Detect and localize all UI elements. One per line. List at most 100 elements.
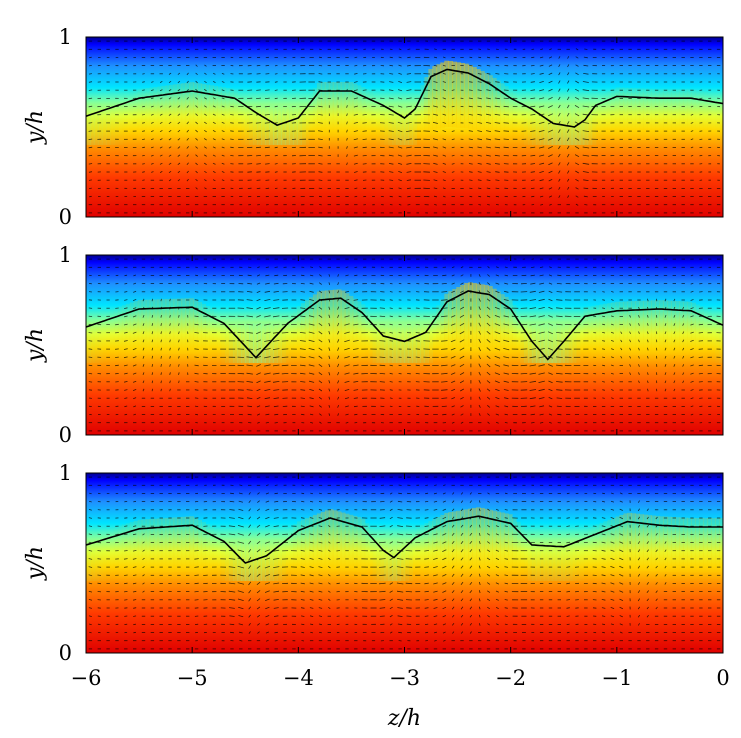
quiver-arrow [238,606,244,610]
heat-col [599,522,605,575]
quiver-arrow [548,170,553,174]
quiver-arrow [389,397,393,399]
quiver-arrow [248,573,252,578]
heat-col [607,90,613,141]
quiver-arrow [88,607,93,609]
quiver-arrow [159,113,163,116]
quiver-arrow [539,187,544,190]
quiver-arrow [548,56,553,59]
quiver-arrow [486,146,491,149]
heat-col [177,298,183,354]
quiver-arrow [433,81,438,83]
heat-col [93,323,99,363]
heat-col [169,298,175,354]
quiver-arrow [195,105,198,108]
heat-col [420,323,426,363]
quiver-arrow [406,130,412,132]
quiver-arrow [309,509,314,511]
quiver-arrow [353,89,358,92]
quiver-arrow [432,138,438,141]
quiver-arrow [530,163,536,165]
quiver-arrow [601,566,606,568]
quiver-arrow [274,631,278,634]
quiver-arrow [300,541,305,544]
quiver-arrow [132,550,137,552]
quiver-arrow [575,88,580,92]
quiver-arrow [574,137,580,141]
quiver-arrow [229,509,235,511]
quiver-arrow [495,533,499,536]
heat-col [555,541,561,581]
heat-col [464,283,469,347]
quiver-arrow [602,372,605,375]
quiver-arrow [486,122,492,124]
quiver-arrow [273,389,280,391]
quiver-arrow [246,364,253,367]
quiver-arrow [539,405,545,408]
heat-col [125,303,131,357]
quiver-arrow [318,65,323,67]
heat-col [539,323,545,363]
quiver-arrow [494,347,501,351]
quiver-arrow [132,299,137,301]
quiver-arrow [478,524,481,528]
quiver-arrow [389,73,394,75]
heat-col [635,88,640,140]
quiver-arrow [494,355,501,359]
quiver-arrow [168,162,172,165]
quiver-arrow [133,517,137,519]
heat-col [424,77,429,135]
quiver-arrow [89,195,92,198]
quiver-arrow [89,65,92,67]
heat-col [352,83,358,138]
quiver-arrow [151,339,154,343]
quiver-arrow [346,137,348,141]
quiver-arrow [88,171,93,173]
quiver-arrow [556,283,562,285]
quiver-arrow [160,380,162,384]
quiver-arrow [142,355,145,359]
quiver-arrow [530,282,536,285]
quiver-arrow [442,146,447,149]
quiver-arrow [494,380,500,384]
heat-col [535,105,541,145]
quiver-arrow [558,178,561,182]
quiver-arrow [177,113,181,116]
quiver-arrow [673,372,676,375]
quiver-arrow [477,138,483,141]
quiver-arrow [248,508,251,512]
quiver-arrow [230,631,234,634]
quiver-arrow [530,113,536,116]
quiver-arrow [504,274,508,277]
quiver-arrow [212,72,216,75]
heat-col [205,523,211,576]
quiver-arrow [396,590,404,593]
quiver-arrow [212,89,216,92]
quiver-arrow [238,623,244,626]
heat-col [444,60,449,127]
quiver-arrow [221,81,225,83]
heat-col [137,89,143,140]
quiver-arrow [319,274,322,277]
quiver-arrow [638,339,640,343]
quiver-arrow [88,509,92,511]
quiver-arrow [557,413,562,416]
heat-col [293,524,298,576]
quiver-arrow [328,274,331,277]
quiver-arrow [264,339,271,342]
quiver-arrow [301,615,305,617]
quiver-arrow [248,598,252,602]
heat-col [93,105,99,145]
quiver-arrow [407,56,411,59]
quiver-arrow [405,582,413,585]
quiver-arrow [273,299,280,301]
heat-col [400,541,406,581]
quiver-arrow [168,105,172,108]
heat-col [424,323,429,363]
quiver-arrow [353,97,358,100]
quiver-arrow [504,266,508,268]
quiver-arrow [353,340,359,342]
quiver-arrow [477,154,482,157]
quiver-arrow [451,73,455,75]
heat-col [304,105,310,145]
